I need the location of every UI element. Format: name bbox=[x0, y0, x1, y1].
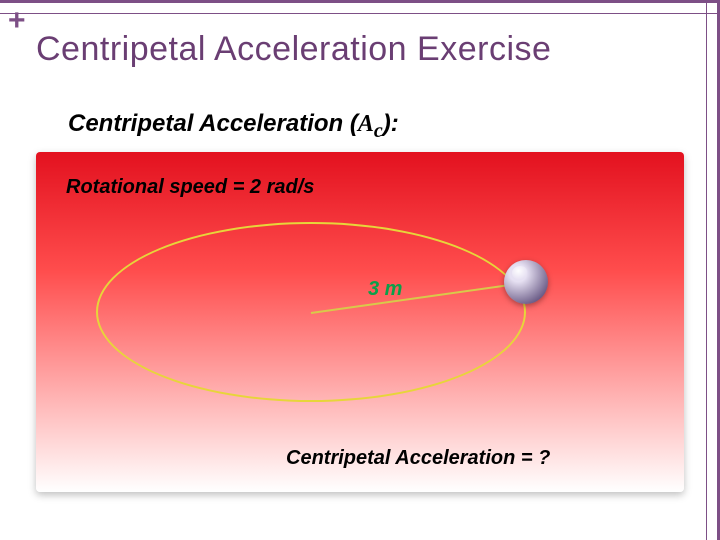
top-border-rule bbox=[0, 0, 720, 14]
subtitle-prefix: Centripetal Acceleration ( bbox=[68, 110, 358, 137]
radius-label: 3 m bbox=[368, 278, 402, 301]
plus-icon: + bbox=[8, 6, 26, 36]
orbit-diagram: 3 m bbox=[96, 222, 526, 402]
exercise-panel: Rotational speed = 2 rad/s 3 m Centripet… bbox=[36, 152, 684, 492]
rotational-speed-label: Rotational speed = 2 rad/s bbox=[66, 176, 314, 199]
question-label: Centripetal Acceleration = ? bbox=[286, 447, 550, 470]
slide-title: Centripetal Acceleration Exercise bbox=[36, 30, 551, 69]
subtitle-c: c bbox=[374, 120, 383, 142]
slide: + Centripetal Acceleration Exercise Cent… bbox=[0, 0, 720, 540]
orbiting-ball-icon bbox=[504, 260, 548, 304]
subtitle: Centripetal Acceleration (Ac): bbox=[68, 110, 399, 143]
subtitle-A: A bbox=[358, 111, 374, 137]
right-border-rule bbox=[706, 0, 720, 540]
subtitle-suffix: ): bbox=[383, 110, 399, 137]
